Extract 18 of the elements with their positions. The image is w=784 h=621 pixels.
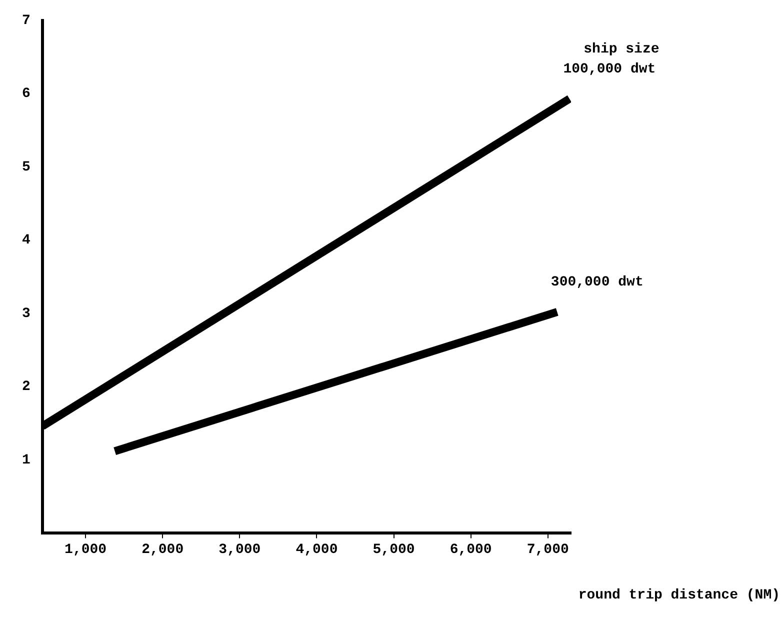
x-tick-label: 2,000 bbox=[142, 542, 184, 558]
x-tick-label: 5,000 bbox=[372, 542, 415, 558]
series-label: 300,000 dwt bbox=[550, 274, 644, 290]
text: ship size bbox=[584, 41, 660, 58]
series-label: 100,000 dwt bbox=[563, 61, 656, 78]
y-tick-label: 2 bbox=[22, 379, 30, 396]
x-tick-label: 7,000 bbox=[526, 542, 569, 558]
x-tick-label: 3,000 bbox=[218, 542, 261, 558]
y-tick-label: 7 bbox=[22, 12, 30, 29]
x-tick-label: 1,000 bbox=[64, 542, 107, 558]
x-tick-label: 4,000 bbox=[296, 542, 338, 558]
x-tick-label: 6,000 bbox=[450, 542, 492, 558]
y-tick-label: 3 bbox=[22, 306, 30, 322]
y-tick-label: 1 bbox=[22, 452, 30, 468]
x-axis-title: round trip distance (NM) bbox=[578, 588, 780, 604]
y-tick-label: 5 bbox=[22, 159, 30, 176]
y-tick-label: 6 bbox=[22, 86, 30, 102]
y-tick-label: 4 bbox=[22, 232, 30, 249]
